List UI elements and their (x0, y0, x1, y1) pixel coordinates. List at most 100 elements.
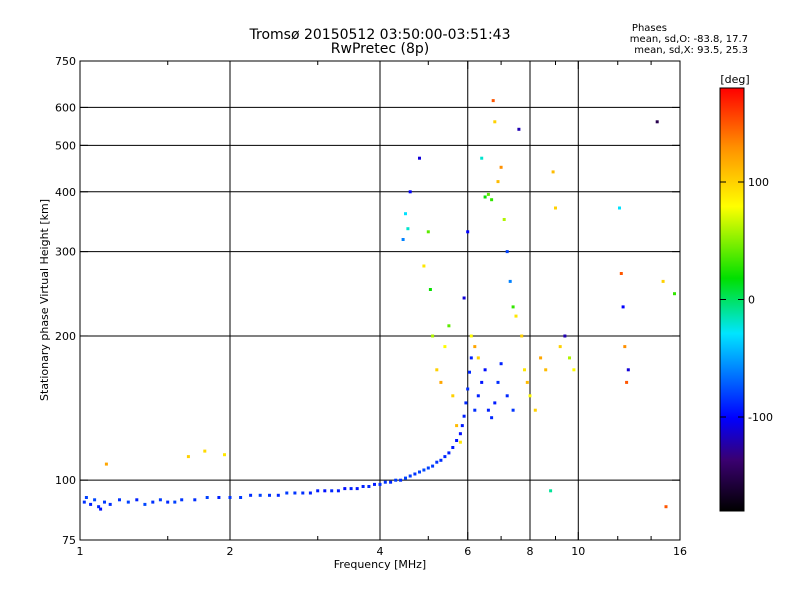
data-point (523, 368, 526, 372)
data-point (496, 180, 500, 184)
data-point (413, 472, 417, 476)
data-point (143, 502, 147, 506)
x-tick-label: 6 (464, 545, 471, 558)
data-point (308, 491, 312, 495)
data-point (458, 432, 462, 436)
data-point (108, 502, 112, 506)
data-point (422, 264, 426, 268)
x-tick-label: 8 (527, 545, 534, 558)
data-point (480, 156, 484, 160)
colorbar-ticks: 100 0 -100 (720, 176, 773, 424)
data-point (361, 485, 365, 488)
y-tick-label: 100 (55, 474, 76, 487)
data-point (469, 356, 473, 360)
data-point (661, 279, 665, 283)
data-point (469, 334, 473, 338)
data-point (625, 380, 629, 384)
data-point (462, 296, 466, 300)
y-tick-label: 300 (55, 246, 76, 259)
data-point (89, 502, 93, 506)
data-point (505, 250, 509, 254)
data-point (572, 368, 576, 372)
x-tick-label: 10 (571, 545, 585, 558)
data-point (135, 498, 139, 502)
data-point (502, 218, 506, 221)
data-point (496, 380, 500, 384)
data-point (619, 272, 623, 275)
data-point (473, 345, 477, 349)
data-point (539, 356, 543, 360)
data-point (355, 487, 359, 491)
data-point (343, 487, 347, 491)
data-point (97, 505, 101, 509)
data-point (394, 478, 398, 482)
data-point (330, 489, 334, 493)
data-point (499, 165, 503, 169)
data-point (466, 387, 470, 391)
data-point (439, 380, 443, 384)
data-point (276, 493, 280, 497)
data-point (118, 498, 121, 502)
data-point (431, 464, 435, 468)
data-point (447, 324, 451, 328)
grid (80, 61, 680, 540)
data-point (505, 394, 509, 398)
data-point (336, 489, 340, 493)
data-point (514, 314, 518, 318)
data-point (520, 334, 524, 338)
data-point (451, 394, 455, 398)
data-point (466, 230, 470, 234)
data-point (558, 345, 562, 349)
data-point (439, 458, 443, 462)
data-point (103, 500, 106, 504)
data-point (549, 489, 553, 493)
data-point (180, 498, 184, 502)
data-point (458, 440, 462, 444)
data-point (490, 416, 494, 420)
data-point (249, 493, 253, 497)
data-point (404, 212, 407, 216)
data-point (406, 227, 410, 231)
data-point (447, 451, 451, 455)
x-axis-label: Frequency [MHz] (334, 558, 426, 571)
data-point (422, 468, 426, 472)
chart-title: Tromsø 20150512 03:50:00-03:51:43 (249, 27, 511, 43)
x-tick-label: 4 (377, 545, 384, 558)
y-tick-label: 750 (55, 55, 76, 68)
data-point (426, 230, 430, 234)
data-point (511, 408, 515, 412)
y-tick-label: 400 (55, 186, 76, 199)
data-point (568, 356, 571, 360)
data-points (82, 99, 676, 511)
data-point (517, 127, 521, 131)
data-point (223, 453, 226, 457)
data-point (464, 401, 468, 405)
y-tick-label: 75 (62, 534, 76, 547)
data-point (99, 507, 103, 511)
data-point (158, 498, 162, 502)
data-point (389, 480, 393, 484)
data-point (349, 487, 353, 491)
data-point (151, 500, 155, 504)
data-point (618, 206, 621, 210)
y-tick-label: 500 (55, 139, 76, 152)
data-point (408, 190, 412, 194)
data-point (301, 491, 305, 495)
data-point (551, 170, 555, 174)
data-point (563, 334, 567, 338)
x-tick-label: 1 (77, 545, 84, 558)
data-point (499, 362, 503, 366)
data-point (373, 482, 376, 486)
data-point (435, 460, 439, 464)
data-point (508, 279, 512, 283)
data-point (664, 505, 668, 509)
colorbar-tick-label: -100 (748, 411, 773, 424)
data-point (239, 496, 243, 499)
data-point (93, 498, 97, 502)
data-point (217, 496, 221, 499)
data-point (443, 345, 447, 349)
data-point (401, 238, 405, 241)
data-point (426, 466, 430, 470)
data-point (203, 449, 207, 453)
